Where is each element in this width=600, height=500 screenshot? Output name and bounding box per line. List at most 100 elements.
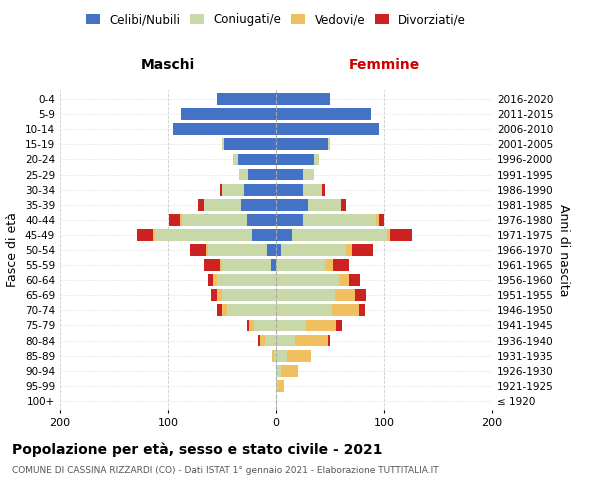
Bar [281, 365, 298, 376]
Bar [332, 304, 359, 316]
Bar [287, 350, 311, 362]
Bar [276, 334, 295, 346]
Bar [276, 184, 303, 196]
Y-axis label: Fasce di età: Fasce di età [7, 212, 19, 288]
Bar [303, 168, 314, 180]
Bar [173, 124, 276, 135]
Bar [260, 334, 265, 346]
Bar [272, 350, 274, 362]
Bar [292, 229, 387, 241]
Bar [276, 304, 332, 316]
Bar [314, 154, 319, 166]
Bar [276, 259, 325, 271]
Bar [217, 93, 276, 105]
Bar [198, 199, 203, 210]
Text: Popolazione per età, sesso e stato civile - 2021: Popolazione per età, sesso e stato civil… [12, 442, 383, 457]
Bar [222, 259, 271, 271]
Bar [276, 365, 281, 376]
Bar [244, 184, 276, 196]
Bar [217, 290, 222, 301]
Y-axis label: Anni di nascita: Anni di nascita [557, 204, 570, 296]
Bar [281, 244, 346, 256]
Bar [203, 199, 241, 210]
Bar [180, 214, 182, 226]
Bar [276, 124, 379, 135]
Bar [203, 259, 220, 271]
Bar [341, 199, 346, 210]
Bar [208, 244, 268, 256]
Bar [222, 290, 276, 301]
Bar [217, 304, 222, 316]
Bar [349, 274, 360, 286]
Text: COMUNE DI CASSINA RIZZARDI (CO) - Dati ISTAT 1° gennaio 2021 - Elaborazione TUTT: COMUNE DI CASSINA RIZZARDI (CO) - Dati I… [12, 466, 439, 475]
Bar [227, 304, 276, 316]
Bar [295, 334, 328, 346]
Bar [224, 138, 276, 150]
Bar [137, 229, 153, 241]
Bar [387, 229, 391, 241]
Bar [239, 168, 248, 180]
Bar [241, 199, 276, 210]
Bar [346, 244, 352, 256]
Bar [276, 214, 303, 226]
Bar [276, 274, 338, 286]
Bar [257, 334, 260, 346]
Bar [181, 108, 276, 120]
Bar [359, 304, 365, 316]
Bar [214, 274, 217, 286]
Bar [333, 259, 349, 271]
Bar [276, 138, 328, 150]
Bar [379, 214, 384, 226]
Bar [276, 199, 308, 210]
Bar [268, 244, 276, 256]
Bar [217, 274, 276, 286]
Bar [206, 244, 208, 256]
Bar [303, 184, 322, 196]
Bar [278, 380, 284, 392]
Bar [169, 214, 180, 226]
Bar [325, 259, 333, 271]
Bar [276, 154, 314, 166]
Bar [248, 168, 276, 180]
Bar [249, 320, 254, 332]
Bar [276, 320, 306, 332]
Bar [211, 290, 217, 301]
Bar [265, 334, 276, 346]
Bar [274, 350, 276, 362]
Bar [254, 320, 276, 332]
Bar [352, 244, 373, 256]
Bar [247, 320, 249, 332]
Bar [276, 229, 292, 241]
Bar [303, 214, 376, 226]
Bar [238, 154, 276, 166]
Bar [335, 290, 355, 301]
Bar [276, 350, 287, 362]
Bar [222, 138, 224, 150]
Bar [247, 214, 276, 226]
Bar [182, 214, 247, 226]
Bar [252, 229, 276, 241]
Bar [276, 108, 371, 120]
Bar [222, 304, 227, 316]
Bar [328, 138, 330, 150]
Bar [233, 154, 238, 166]
Bar [276, 168, 303, 180]
Bar [155, 229, 252, 241]
Bar [322, 184, 325, 196]
Bar [271, 259, 276, 271]
Bar [355, 290, 365, 301]
Bar [337, 320, 342, 332]
Bar [276, 93, 330, 105]
Bar [276, 290, 335, 301]
Bar [208, 274, 214, 286]
Bar [220, 184, 222, 196]
Bar [222, 184, 244, 196]
Bar [306, 320, 337, 332]
Bar [153, 229, 155, 241]
Legend: Celibi/Nubili, Coniugati/e, Vedovi/e, Divorziati/e: Celibi/Nubili, Coniugati/e, Vedovi/e, Di… [81, 8, 471, 31]
Bar [276, 380, 278, 392]
Text: Femmine: Femmine [349, 58, 419, 72]
Bar [376, 214, 379, 226]
Bar [276, 244, 281, 256]
Bar [328, 334, 330, 346]
